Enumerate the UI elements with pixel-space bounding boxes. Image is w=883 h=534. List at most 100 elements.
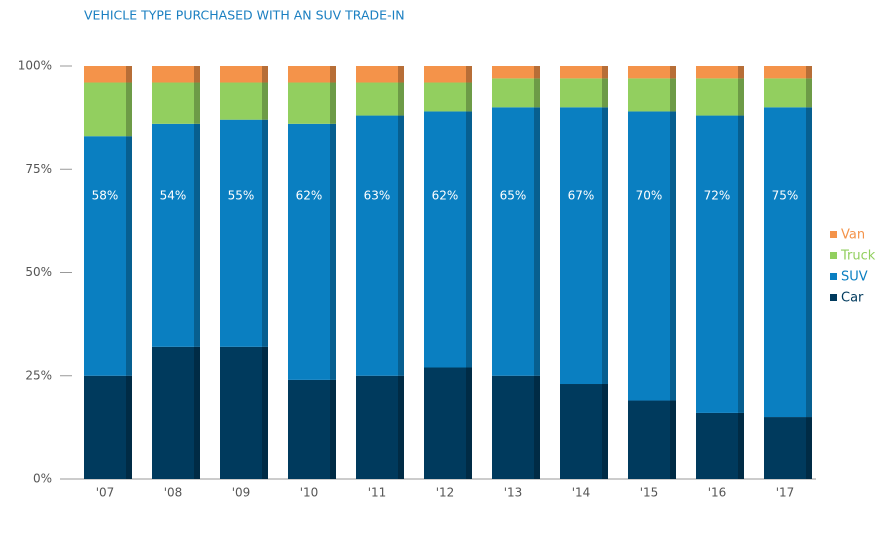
bar-shade [262,66,268,83]
legend-label: Car [841,291,864,306]
bar-segment [560,107,608,385]
data-label: 70% [636,189,663,203]
legend-label: Truck [840,249,876,264]
x-tick-label: '11 [368,486,387,500]
legend-label: SUV [841,270,868,285]
bar-segment [288,379,336,479]
bar-shade [466,66,472,83]
bar-shade [738,412,744,479]
x-tick-label: '14 [572,486,591,500]
bar-shade [738,78,744,116]
legend-swatch [830,294,837,301]
bar-shade [534,66,540,79]
data-label: 58% [92,189,119,203]
data-label: 63% [364,189,391,203]
bar-segment [492,375,540,479]
legend-swatch [830,273,837,280]
bar-shade [466,367,472,479]
bar-segment [560,66,608,79]
bar-shade [670,400,676,479]
bar-segment [356,375,404,479]
bar-segment [560,78,608,108]
legend-label: Van [841,228,865,243]
bar-shade [534,107,540,376]
bar-shade [330,379,336,479]
bar-segment [84,136,132,376]
bar-shade [466,82,472,112]
x-tick-label: '07 [96,486,115,500]
bar-segment [424,367,472,479]
bar-shade [126,82,132,137]
legend-swatch [830,252,837,259]
data-label: 62% [432,189,459,203]
bar-segment [220,346,268,479]
bar-shade [806,78,812,108]
bar-segment [764,417,812,479]
chart-title: VEHICLE TYPE PURCHASED WITH AN SUV TRADE… [84,8,405,23]
bar-segment [152,346,200,479]
bar-shade [262,346,268,479]
bar-segment [288,82,336,124]
bar-shade [194,66,200,83]
bar-segment [424,82,472,112]
bar-shade [670,111,676,401]
bar-segment [764,66,812,79]
bar-segment [492,78,540,108]
data-label: 72% [704,189,731,203]
bar-shade [806,417,812,479]
bar-shade [194,346,200,479]
bar-segment [84,82,132,137]
bar-segment [492,66,540,79]
bar-segment [152,82,200,124]
bar-segment [84,375,132,479]
x-tick-label: '17 [776,486,795,500]
data-label: 54% [160,189,187,203]
legend-swatch [830,231,837,238]
bar-shade [398,115,404,376]
bar-segment [84,66,132,83]
bar-segment [696,66,744,79]
bar-segment [628,400,676,479]
x-tick-label: '16 [708,486,727,500]
bar-segment [356,115,404,376]
bar-segment [152,123,200,347]
bar-shade [126,136,132,376]
y-tick-label: 25% [25,368,52,382]
bar-shade [262,82,268,120]
bar-segment [220,66,268,83]
bar-segment [356,82,404,116]
bar-segment [560,384,608,479]
bar-shade [670,78,676,112]
bar-segment [492,107,540,376]
bar-shade [126,375,132,479]
bar-shade [262,119,268,347]
data-label: 75% [772,189,799,203]
bar-shade [534,78,540,108]
bar-shade [194,123,200,347]
bar-shade [398,66,404,83]
bar-shade [602,78,608,108]
y-tick-label: 100% [18,59,52,73]
data-label: 62% [296,189,323,203]
bar-shade [398,82,404,116]
bar-shade [602,66,608,79]
bar-segment [288,66,336,83]
bar-segment [152,66,200,83]
bar-segment [288,123,336,380]
bar-segment [220,82,268,120]
bar-shade [806,66,812,79]
x-tick-label: '13 [504,486,523,500]
bar-shade [330,123,336,380]
bar-shade [738,66,744,79]
bar-shade [194,82,200,124]
data-label: 65% [500,189,527,203]
bar-segment [424,111,472,368]
bar-segment [220,119,268,347]
x-tick-label: '08 [164,486,183,500]
bar-shade [330,66,336,83]
bar-segment [764,78,812,108]
bar-shade [738,115,744,413]
bar-shade [126,66,132,83]
bar-segment [424,66,472,83]
